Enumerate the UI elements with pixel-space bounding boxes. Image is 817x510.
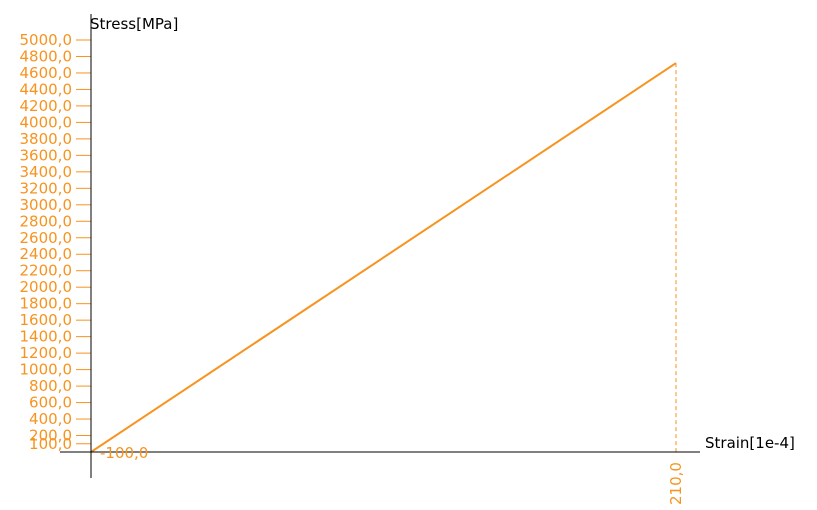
y-tick-label: 4800,0 <box>20 47 73 65</box>
y-tick-label: 200,0 <box>29 427 72 445</box>
y-tick-label: 4400,0 <box>20 80 73 98</box>
y-tick-label: 400,0 <box>29 410 72 428</box>
y-ticks: 100,0200,0400,0600,0800,01000,01200,0140… <box>20 31 91 453</box>
y-tick-label: 3200,0 <box>20 179 73 197</box>
y-tick-label: 3600,0 <box>20 146 73 164</box>
y-tick-label: 1000,0 <box>20 361 73 379</box>
y-tick-label: 800,0 <box>29 377 72 395</box>
series-layer <box>90 62 677 453</box>
x-marker-label: 210,0 <box>667 462 685 505</box>
y-tick-label: 1600,0 <box>20 311 73 329</box>
y-tick-label: 3000,0 <box>20 196 73 214</box>
y-tick-label: 600,0 <box>29 394 72 412</box>
y-tick-label: 4600,0 <box>20 64 73 82</box>
origin-value-label: -100,0 <box>100 444 148 462</box>
y-tick-label: 2200,0 <box>20 262 73 280</box>
y-tick-label: 3400,0 <box>20 163 73 181</box>
y-tick-label: 2000,0 <box>20 278 73 296</box>
series-line <box>90 62 677 453</box>
y-tick-label: 2800,0 <box>20 212 73 230</box>
y-tick-label: 100,0 <box>29 435 72 453</box>
y-tick-label: 2600,0 <box>20 229 73 247</box>
y-tick-label: 4000,0 <box>20 113 73 131</box>
y-axis-title: Stress[MPa] <box>90 15 178 33</box>
y-tick-label: 4200,0 <box>20 97 73 115</box>
y-tick-label: 1200,0 <box>20 344 73 362</box>
y-tick-label: 3800,0 <box>20 130 73 148</box>
y-tick-label: 1800,0 <box>20 295 73 313</box>
y-tick-label: 1400,0 <box>20 328 73 346</box>
y-tick-label: 2400,0 <box>20 245 73 263</box>
y-tick-label: 5000,0 <box>20 31 73 49</box>
x-axis-title: Strain[1e-4] <box>705 434 795 452</box>
